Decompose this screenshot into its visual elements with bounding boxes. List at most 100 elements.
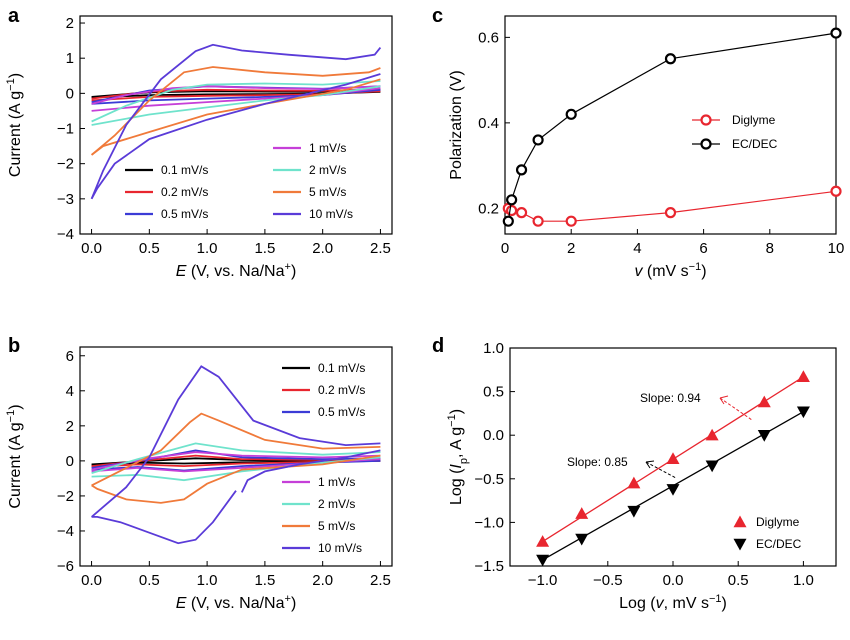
panel-b-ytick-label: 2 <box>66 418 74 435</box>
panel-d-x-axis-label: Log (v, mV s−1) <box>619 593 727 612</box>
panel-c-xtick-label: 2 <box>567 240 575 257</box>
panel-a-xtick-label: 0.5 <box>139 240 160 257</box>
panel-b-x-axis-label: E (V, vs. Na/Na+) <box>176 593 297 612</box>
panel-d-xtick-label: −1.0 <box>528 572 558 589</box>
panel-d-slope-arrow-ecdec <box>645 461 677 479</box>
panel-d-ytick-label: 1.0 <box>483 340 504 357</box>
panel-b-series-4-cathodic-curve <box>91 456 381 482</box>
panel-b-ytick-label: −2 <box>57 488 74 505</box>
panel-b-series-6-cathodic-curve-2 <box>91 490 237 545</box>
panel-d-series-1-point <box>575 533 589 546</box>
panel-a-legend-label: 2 mV/s <box>309 163 346 177</box>
panel-a-axes-frame <box>79 15 393 235</box>
panel-d-series-1-point <box>666 484 680 496</box>
panel-c-legend-label: Diglyme <box>732 113 776 127</box>
panel-b-series-5-cathodic-curve <box>91 454 381 504</box>
panel-a-ytick-label: 2 <box>66 15 74 32</box>
panel-d-series-0-point <box>575 507 589 519</box>
panel-a-series-3-anodic-curve <box>91 85 381 105</box>
panel-a-series-5-cathodic-curve <box>91 78 381 156</box>
panel-c-series-0-point <box>515 207 528 219</box>
panel-b-ytick-label: 6 <box>66 348 74 365</box>
panel-d-series-1-point <box>796 406 810 419</box>
panel-d-series-0-point <box>666 452 680 464</box>
panel-d-ytick-label: −0.5 <box>474 471 504 488</box>
panel-b-legend-label: 0.5 mV/s <box>318 405 365 419</box>
panel-c-x-axis-label: v (mV s−1) <box>634 261 706 280</box>
panel-a-cv-chart: 0.0 0.5 1.0 1.5 2.0 2.5 −4 −3 −2 −1 0 1 2 E (V, vs. N… <box>5 15 393 280</box>
panel-c-series-0-point <box>830 185 842 197</box>
panel-b-series-5-anodic-curve <box>91 412 381 487</box>
panel-b-xtick-label: 1.5 <box>254 572 275 589</box>
panel-d-series-1-point <box>757 430 771 442</box>
panel-c-series-1-point <box>532 134 544 146</box>
panel-b-ytick-label: 4 <box>66 383 74 400</box>
panel-d-series-0-point <box>627 476 641 489</box>
panel-b-legend-label: 0.1 mV/s <box>318 361 365 375</box>
panel-b-cv-chart: 0.0 0.5 1.0 1.5 2.0 2.5 −6 −4 −2 0 2 4 6 E (V, vs. Na… <box>5 346 393 612</box>
panel-a-legend-label: 0.2 mV/s <box>161 185 208 199</box>
panel-a-xtick-label: 1.5 <box>254 240 275 257</box>
panel-d-legend-label: EC/DEC <box>756 537 802 551</box>
panel-a-y-axis-label: Current (A g−1) <box>5 73 24 177</box>
panel-d-ytick-label: −1.0 <box>474 514 504 531</box>
panel-b-xtick-label: 0.0 <box>81 572 102 589</box>
panel-d-slope-arrowhead-diglyme <box>719 395 729 405</box>
panel-d-slope-annotation-ecdec: Slope: 0.85 <box>567 455 628 469</box>
panel-b-series-4-anodic-curve <box>91 442 381 474</box>
panel-b-xtick-label: 2.5 <box>370 572 391 589</box>
panel-c-series-0-point <box>506 204 518 217</box>
panel-b-series-6-cathodic-curve <box>240 449 381 493</box>
panel-c-series-1-point <box>830 27 842 39</box>
panel-d-series-1-point <box>705 460 719 473</box>
panel-b-axes-frame <box>79 346 393 567</box>
panel-b-legend-label: 1 mV/s <box>318 475 355 489</box>
panel-b-xtick-label: 0.5 <box>139 572 160 589</box>
panel-c-xtick-label: 10 <box>828 240 845 257</box>
panel-c-y-axis-label: Polarization (V) <box>448 70 465 179</box>
panel-c-series-1-point <box>506 194 518 206</box>
panel-a-ytick-label: −3 <box>57 191 74 208</box>
panel-a-ytick-label: −2 <box>57 156 74 173</box>
panel-d-series-0-point <box>536 535 550 547</box>
panel-c-xtick-label: 8 <box>766 240 774 257</box>
panel-c-legend-marker <box>700 114 712 126</box>
panel-a-ytick-label: −4 <box>57 226 74 243</box>
panel-c-polarization-chart: 0 2 4 6 8 10 0.2 0.4 0.6 v (mV s−1) Polarization (… <box>448 15 845 280</box>
panel-c-series-1-point <box>565 108 577 120</box>
panel-c-xtick-label: 6 <box>699 240 707 257</box>
panel-c-ytick-label: 0.4 <box>478 115 499 132</box>
panel-b-xtick-label: 1.0 <box>197 572 218 589</box>
panel-c-legend-marker <box>700 138 712 150</box>
panel-a-ytick-label: −1 <box>57 121 74 138</box>
panel-d-ytick-label: 0.0 <box>483 427 504 444</box>
panel-d-xtick-label: 1.0 <box>793 572 814 589</box>
panel-d-xtick-label: −0.5 <box>593 572 623 589</box>
panel-d-y-axis-label: Log (Ip, A g−1) <box>446 409 470 505</box>
panel-d-legend-marker <box>733 515 747 528</box>
panel-a-xtick-label: 2.5 <box>370 240 391 257</box>
panel-b-ytick-label: −4 <box>57 523 74 540</box>
panel-d-series-0-point <box>796 370 810 382</box>
panel-d-slope-annotation-diglyme: Slope: 0.94 <box>640 391 701 405</box>
panel-d-legend-marker <box>733 538 747 551</box>
panel-a-series-4-anodic-curve <box>91 80 381 123</box>
panel-d-log-chart: −1.0 −0.5 0.0 0.5 1.0 −1.5 −1.0 −0.5 0.0 0.5 1.0 Lo… <box>446 340 837 612</box>
panel-a-ytick-label: 0 <box>66 85 74 102</box>
panel-a-x-axis-label: E (V, vs. Na/Na+) <box>176 261 297 280</box>
panel-c-legend-label: EC/DEC <box>732 137 778 151</box>
panel-label-d: d <box>432 335 444 357</box>
panel-b-legend-label: 5 mV/s <box>318 519 355 533</box>
panel-d-series-1-point <box>536 554 550 567</box>
panel-d-slope-arrowhead-ecdec <box>645 460 655 469</box>
panel-c-series-0-point <box>664 207 677 219</box>
panel-c-series-1-point <box>664 53 677 65</box>
panel-a-legend-label: 0.1 mV/s <box>161 163 208 177</box>
panel-a-ytick-label: 1 <box>66 50 74 67</box>
panel-d-ytick-label: −1.5 <box>474 558 504 575</box>
panel-c-ytick-label: 0.2 <box>478 200 499 217</box>
panel-d-xtick-label: 0.0 <box>663 572 684 589</box>
panel-c-series-1-point <box>502 215 514 227</box>
panel-a-xtick-label: 2.0 <box>312 240 333 257</box>
